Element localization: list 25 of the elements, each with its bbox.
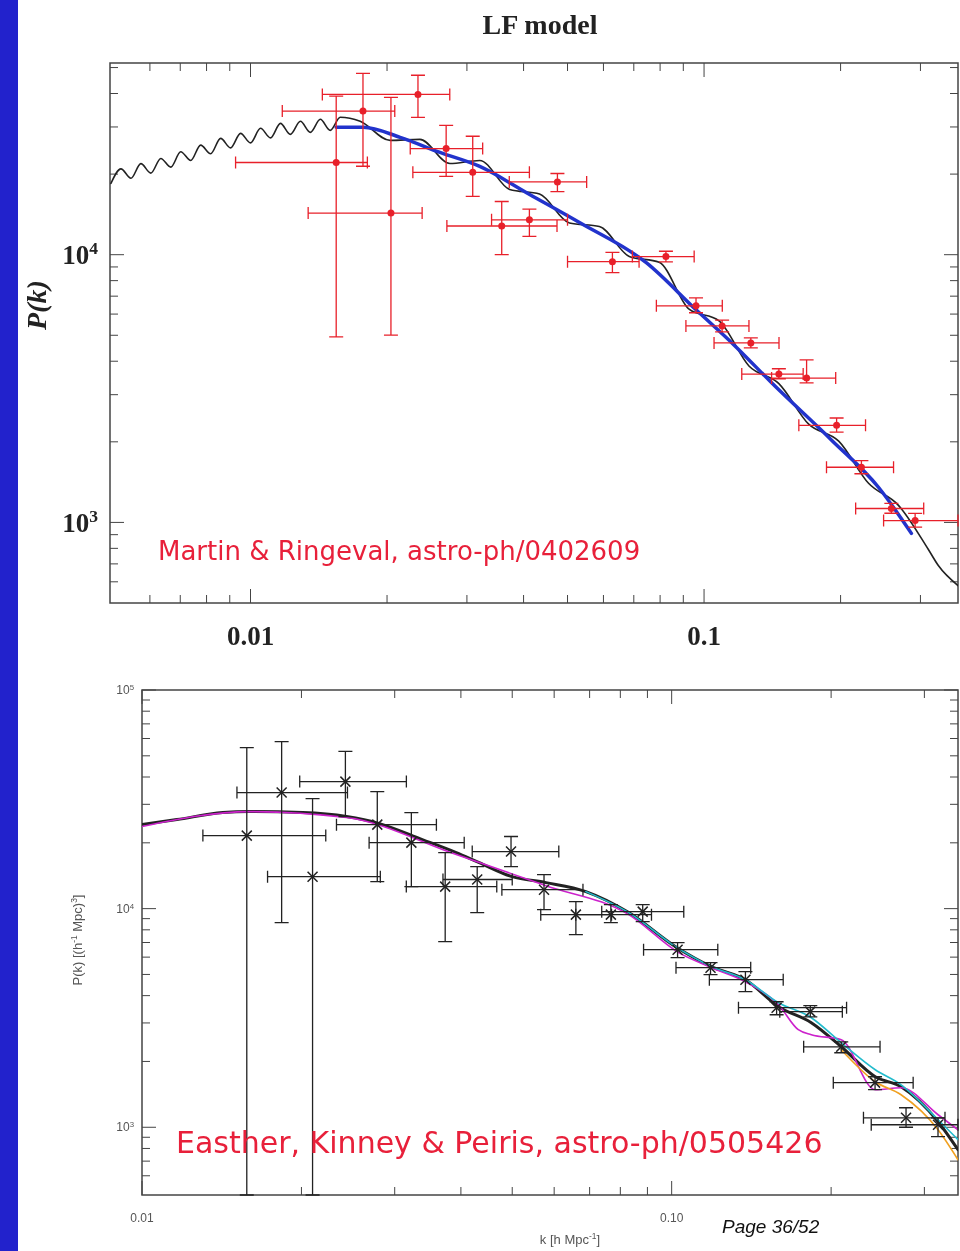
- y-tick-label: 10$^{5}$: [116, 682, 135, 698]
- y-tick-label: 10$^{3}$: [116, 1119, 134, 1135]
- point: [570, 908, 582, 921]
- x-tick-label: 0.10: [659, 1211, 684, 1225]
- x-tick-label: 0.01: [130, 1211, 154, 1225]
- point: [306, 870, 319, 883]
- x-axis-title: k [h Mpc$^{-1}$]: [539, 1231, 601, 1247]
- y-tick-label: 10$^{3}$: [62, 505, 99, 538]
- point: [538, 883, 550, 896]
- y-tick-label: 10$^{4}$: [116, 901, 135, 916]
- text: Page 36/52: [722, 1216, 820, 1237]
- y-tick-label: 10$^{4}$: [62, 238, 99, 271]
- point: [605, 908, 617, 921]
- chart-title: LF model: [482, 9, 598, 40]
- point: [405, 836, 418, 849]
- y-axis-title: P(k): [21, 280, 52, 331]
- point: [371, 818, 384, 831]
- point: [241, 829, 253, 842]
- point: [339, 775, 352, 788]
- point: [505, 845, 517, 858]
- x-tick-label: 0.01: [226, 621, 275, 651]
- point: [275, 786, 288, 799]
- annotation: Martin & Ringeval, astro-ph/0402609: [158, 536, 641, 566]
- point: [471, 873, 483, 886]
- x-tick-label: 0.1: [687, 621, 721, 651]
